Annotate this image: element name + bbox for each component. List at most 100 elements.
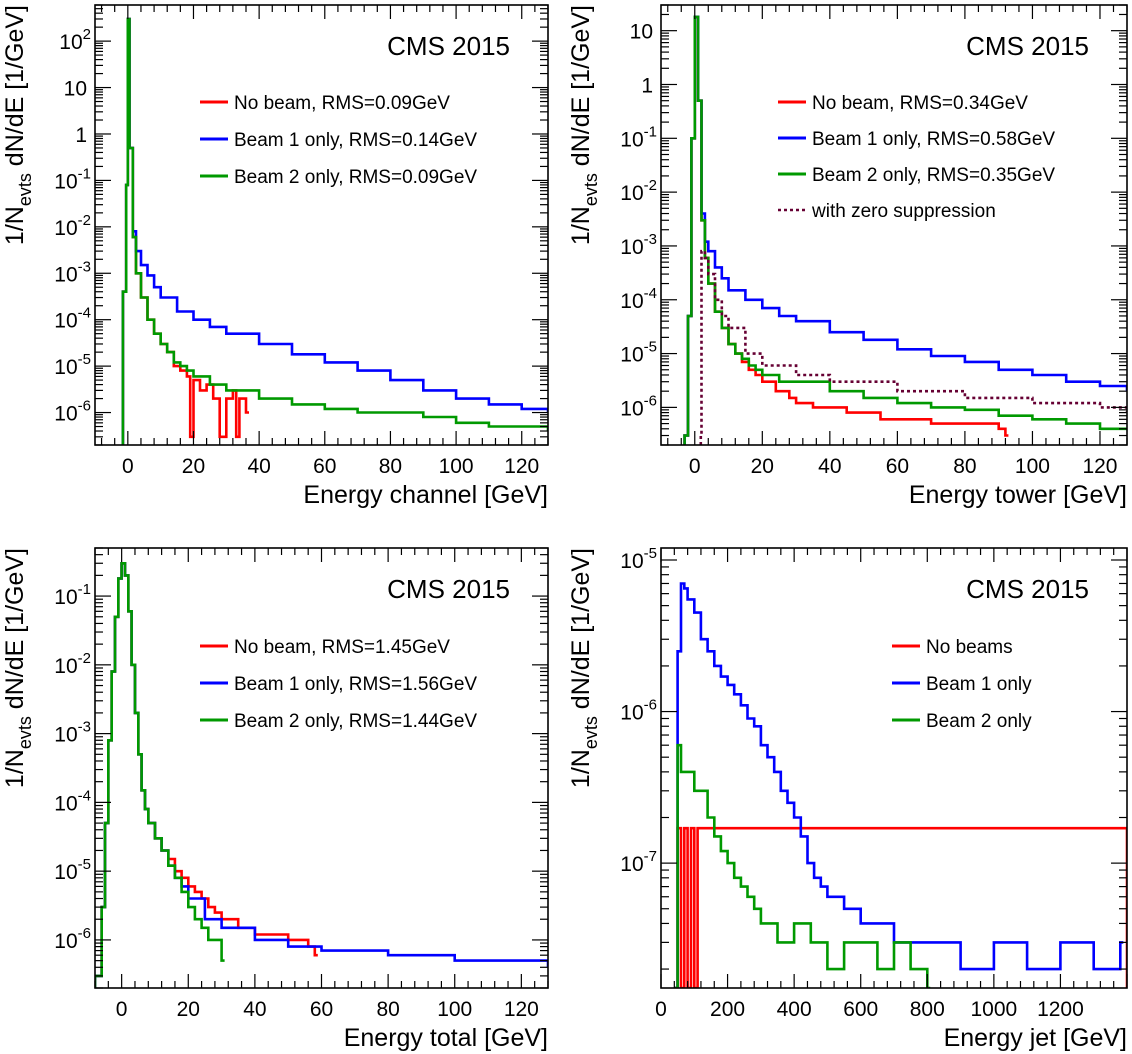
y-axis-title: 1/Nevts dN/dE [1/GeV] — [567, 5, 601, 245]
x-tick-label: 60 — [310, 998, 333, 1021]
x-axis-title: Energy total [GeV] — [344, 1024, 548, 1052]
chart-panel-1: 0 20 40 60 80 100 120 10-6 10-5 10-4 10-3 10-2 10-1 1… — [1, 4, 549, 509]
x-tick-label: 400 — [777, 998, 812, 1021]
y-tick-label: 10-1 — [620, 123, 657, 151]
experiment-label: CMS 2015 — [966, 574, 1089, 604]
legend-entry: with zero suppression — [811, 201, 996, 222]
plot-frame — [94, 547, 549, 989]
legend-entry: No beam, RMS=0.34GeV — [812, 93, 1028, 114]
series-line-1 — [95, 562, 318, 988]
series-line-2 — [683, 15, 1127, 445]
series-line-2 — [121, 17, 548, 445]
series-group — [121, 17, 548, 445]
y-tick-label: 10-4 — [54, 305, 91, 333]
series-group — [674, 582, 1127, 988]
y-tick-label: 10-3 — [54, 719, 91, 747]
legend-entry: No beam, RMS=1.45GeV — [234, 637, 450, 658]
legend: No beams Beam 1 only Beam 2 only — [892, 637, 1032, 732]
chart-panel-4: 0 200 400 600 800 1000 1200 10-7 10-6 10-5 Energy … — [567, 545, 1128, 1052]
x-tick-label: 600 — [843, 998, 878, 1021]
y-tick-label: 10-2 — [54, 212, 91, 240]
y-tick-label: 10 — [64, 78, 87, 101]
x-tick-label: 120 — [504, 998, 539, 1021]
y-tick-label: 1 — [75, 124, 87, 147]
y-tick-label: 10-3 — [54, 258, 91, 286]
x-tick-label: 0 — [655, 998, 667, 1021]
x-tick-label: 60 — [313, 455, 336, 478]
x-tick-label: 800 — [910, 998, 945, 1021]
legend: No beam, RMS=0.09GeV Beam 1 only, RMS=0.1… — [200, 93, 477, 188]
y-tick-label: 10-2 — [620, 177, 657, 205]
y-axis-title: 1/Nevts dN/dE [1/GeV] — [1, 548, 35, 788]
y-tick-label: 10-4 — [54, 787, 91, 815]
y-tick-label: 10-7 — [620, 848, 657, 876]
series-line-2 — [95, 562, 548, 988]
experiment-label: CMS 2015 — [966, 31, 1089, 61]
plot-frame — [660, 547, 1128, 989]
legend-entry: No beams — [926, 637, 1013, 658]
legend-entry: Beam 2 only, RMS=0.35GeV — [812, 165, 1055, 186]
y-tick-label: 10-2 — [54, 650, 91, 678]
legend: No beam, RMS=1.45GeV Beam 1 only, RMS=1.5… — [200, 637, 477, 732]
x-axis-title: Energy jet [GeV] — [944, 1024, 1127, 1052]
series-line-3 — [121, 17, 548, 445]
chart-panel-2: 0 20 40 60 80 100 120 10-6 10-5 10-4 10-3 10-2 10-1 1… — [567, 4, 1128, 509]
series-line-3 — [683, 15, 1127, 445]
series-line-4 — [699, 249, 1127, 445]
x-tick-label: 100 — [437, 998, 472, 1021]
x-tick-label: 20 — [751, 455, 774, 478]
series-line-3 — [674, 743, 931, 988]
y-tick-label: 10 — [630, 21, 653, 44]
y-tick-label: 10-1 — [54, 165, 91, 193]
y-tick-label: 10-6 — [620, 697, 657, 725]
chart-panel-3: 0 20 40 60 80 100 120 10-6 10-5 10-4 10-3 10-2 10-1 E… — [1, 547, 549, 1052]
y-tick-label: 10-6 — [54, 398, 91, 426]
y-axis-title: 1/Nevts dN/dE [1/GeV] — [1, 5, 35, 245]
y-tick-label: 1 — [641, 74, 653, 97]
x-tick-label: 60 — [886, 455, 909, 478]
plot-frame — [94, 4, 549, 446]
x-axis-title: Energy tower [GeV] — [909, 481, 1127, 509]
x-tick-label: 80 — [379, 455, 402, 478]
y-tick-label: 10-6 — [54, 925, 91, 953]
x-tick-label: 20 — [177, 998, 200, 1021]
x-tick-label: 40 — [243, 998, 266, 1021]
legend-entry: Beam 1 only, RMS=1.56GeV — [234, 674, 477, 695]
series-line-3 — [95, 562, 225, 988]
x-tick-label: 1200 — [1037, 998, 1084, 1021]
x-tick-label: 100 — [1015, 455, 1050, 478]
series-line-2 — [674, 582, 1124, 988]
plot-frame — [660, 4, 1128, 446]
y-tick-label: 10-4 — [620, 285, 657, 313]
x-tick-label: 40 — [818, 455, 841, 478]
legend-entry: Beam 2 only, RMS=1.44GeV — [234, 711, 477, 732]
x-tick-label: 200 — [710, 998, 745, 1021]
x-tick-label: 120 — [1082, 455, 1117, 478]
legend-entry: Beam 2 only — [926, 711, 1032, 732]
y-tick-label: 10-3 — [620, 231, 657, 259]
y-tick-label: 10-1 — [54, 581, 91, 609]
legend-entry: Beam 2 only, RMS=0.09GeV — [234, 167, 477, 188]
legend-entry: Beam 1 only, RMS=0.58GeV — [812, 129, 1055, 150]
series-group — [95, 562, 548, 988]
y-tick-label: 10-5 — [54, 351, 91, 379]
legend-entry: Beam 1 only — [926, 674, 1032, 695]
x-tick-label: 0 — [116, 998, 128, 1021]
y-tick-label: 10-5 — [620, 339, 657, 367]
series-line-1 — [121, 17, 249, 445]
legend: No beam, RMS=0.34GeV Beam 1 only, RMS=0.5… — [778, 93, 1055, 222]
x-tick-label: 1000 — [970, 998, 1017, 1021]
series-group — [683, 15, 1127, 445]
series-line-1 — [674, 826, 1127, 988]
experiment-label: CMS 2015 — [387, 31, 510, 61]
x-axis-title: Energy channel [GeV] — [303, 481, 548, 509]
y-axis-title: 1/Nevts dN/dE [1/GeV] — [567, 548, 601, 788]
x-tick-label: 100 — [439, 455, 474, 478]
x-tick-label: 80 — [953, 455, 976, 478]
y-tick-label: 10-5 — [620, 545, 657, 573]
legend-entry: No beam, RMS=0.09GeV — [234, 93, 450, 114]
x-tick-label: 120 — [504, 455, 539, 478]
y-tick-label: 10-6 — [620, 392, 657, 420]
x-tick-label: 0 — [689, 455, 701, 478]
